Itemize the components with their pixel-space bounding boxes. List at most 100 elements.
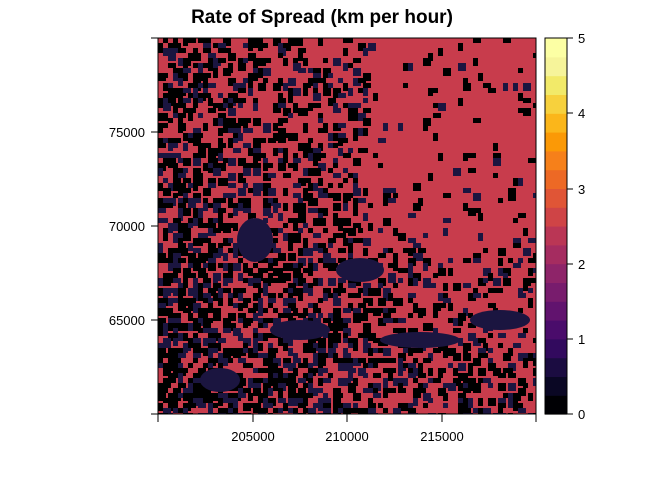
raster-cell [323, 263, 328, 268]
raster-cell [328, 353, 333, 358]
raster-cell [298, 258, 306, 266]
raster-cell [343, 403, 351, 408]
raster-cell [168, 393, 176, 401]
raster-cell [258, 183, 263, 191]
raster-cell [173, 328, 178, 336]
raster-cell [318, 143, 323, 151]
raster-cell [388, 198, 396, 203]
raster-cell [173, 313, 181, 318]
raster-cell [173, 278, 181, 283]
raster-cell [378, 348, 386, 353]
raster-cell [448, 258, 453, 263]
raster-cell [178, 333, 183, 341]
raster-cell [168, 288, 176, 293]
raster-cell [163, 178, 168, 183]
raster-cell [163, 93, 168, 98]
raster-cell [528, 288, 533, 293]
raster-cell [308, 168, 313, 176]
raster-cell [253, 98, 258, 103]
raster-cell [333, 293, 338, 298]
raster-cell [228, 238, 233, 243]
raster-cell [198, 208, 203, 216]
raster-cell [253, 73, 258, 81]
raster-cell [213, 278, 218, 286]
raster-cell [508, 373, 516, 378]
raster-cell [213, 403, 218, 408]
raster-cell [383, 188, 391, 193]
raster-cell [338, 283, 343, 288]
raster-cell [158, 383, 166, 391]
raster-cell [273, 268, 281, 276]
raster-cell [378, 278, 386, 286]
raster-cell [183, 348, 188, 353]
raster-cell [223, 278, 228, 286]
raster-cell [363, 73, 371, 81]
raster-cell [248, 213, 256, 218]
raster-cell [258, 258, 266, 263]
raster-cell [353, 208, 358, 216]
raster-cell [243, 263, 248, 271]
raster-cell [203, 308, 208, 313]
raster-cell [483, 268, 491, 276]
raster-cell [333, 158, 338, 166]
raster-cell [238, 178, 246, 183]
raster-cell [443, 393, 448, 401]
raster-cell [323, 398, 331, 403]
raster-cell [248, 83, 253, 88]
raster-cell [193, 308, 198, 313]
raster-cell [188, 203, 196, 208]
raster-cell [468, 208, 476, 216]
raster-cell [333, 298, 341, 306]
raster-cell [433, 303, 441, 311]
raster-cell [198, 213, 203, 218]
raster-cell [313, 243, 318, 251]
raster-cell [438, 293, 443, 301]
raster-cell [223, 238, 231, 246]
raster-cell [353, 293, 361, 298]
raster-cell [383, 193, 391, 201]
raster-cell [318, 313, 323, 318]
raster-cell [173, 363, 181, 371]
raster-cell [313, 68, 321, 76]
raster-cell [273, 133, 278, 141]
raster-cell [533, 338, 536, 343]
raster-cell [328, 243, 333, 248]
raster-cell [193, 78, 201, 83]
raster-cell [518, 403, 523, 408]
raster-cell [373, 363, 378, 368]
raster-cell [158, 103, 163, 108]
raster-cell [268, 348, 276, 356]
raster-cell [168, 378, 176, 383]
raster-cell [178, 298, 186, 306]
raster-cell [493, 173, 498, 178]
y-axis: 75000 70000 65000 [109, 37, 159, 415]
raster-cell [263, 68, 271, 76]
raster-cell [523, 353, 528, 361]
raster-cell [463, 398, 471, 406]
raster-cell [373, 288, 381, 296]
raster-cell [198, 113, 203, 118]
raster-cell [333, 333, 341, 341]
raster-cell [158, 163, 166, 171]
raster-cell [348, 363, 353, 368]
raster-cell [203, 223, 208, 228]
raster-cell [353, 343, 358, 351]
raster-cell [173, 143, 178, 148]
raster-cell [193, 213, 201, 218]
raster-cell [288, 373, 296, 378]
raster-cell [253, 353, 261, 358]
raster-cell [348, 108, 353, 116]
raster-cell [323, 208, 328, 216]
raster-cell [188, 258, 193, 263]
raster-cell [298, 398, 306, 406]
raster-cell [418, 368, 423, 376]
raster-cell [403, 378, 408, 386]
raster-cell [493, 278, 501, 286]
map-title: Rate of Spread (km per hour) [191, 7, 453, 28]
raster-cell [178, 118, 183, 123]
raster-cell [228, 248, 236, 253]
raster-cell [288, 263, 293, 271]
raster-cell [203, 393, 211, 398]
raster-cell [193, 153, 201, 161]
raster-cell [238, 118, 246, 126]
